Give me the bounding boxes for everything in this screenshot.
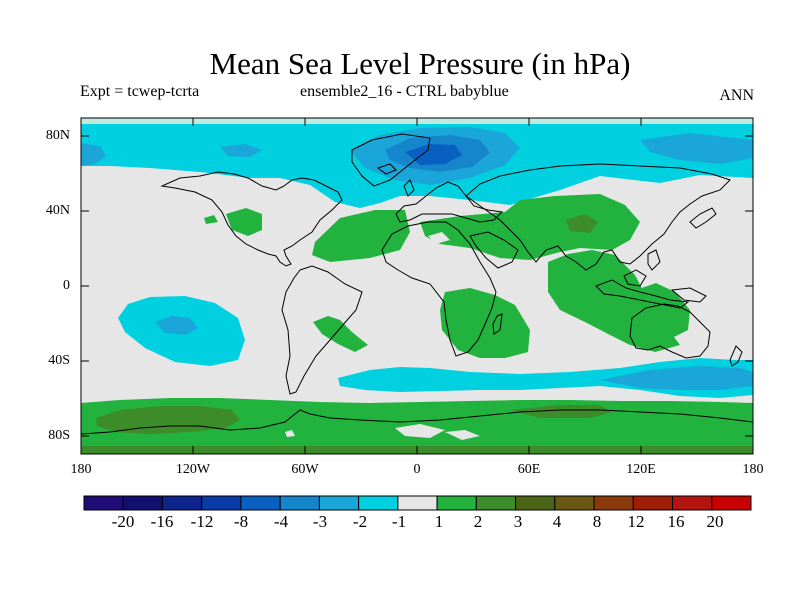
colorbar-label: 4 — [552, 512, 562, 531]
coast-new-zealand — [729, 345, 743, 367]
coast-uk — [403, 179, 415, 197]
mideast-gap — [428, 232, 450, 244]
dateline-low-minus2 — [81, 143, 106, 166]
colorbar-box — [122, 495, 163, 511]
colorbar-box — [593, 495, 634, 511]
coast-japan — [689, 207, 717, 229]
experiment-label: Expt = tcwep-tcrta — [80, 83, 200, 100]
colorbar-label: -12 — [190, 512, 214, 531]
coast-south-america — [281, 265, 363, 395]
colorbar — [83, 495, 752, 511]
colorbar-label: 12 — [627, 512, 645, 531]
colorbar-box — [279, 495, 320, 511]
antarctic-gap-1 — [395, 424, 445, 438]
coast-australia — [629, 303, 711, 359]
lon-label-120w: 120W — [175, 462, 211, 477]
atlantic-positive — [312, 210, 410, 262]
lat-label-40n: 40N — [45, 203, 70, 218]
asia-positive-3 — [566, 214, 598, 233]
ensemble-label: ensemble2_16 - CTRL babyblue — [300, 83, 509, 100]
coast-antarctica — [81, 409, 753, 435]
lon-label-180w: 180 — [70, 462, 92, 477]
colorbar-label: -8 — [233, 512, 249, 531]
coast-philippines — [647, 249, 661, 271]
lon-label-120e: 120E — [626, 462, 656, 477]
colorbar-box — [632, 495, 674, 511]
colorbar-label: -3 — [312, 512, 328, 531]
colorbar-box — [554, 495, 595, 511]
colorbar-box — [475, 495, 517, 511]
colorbar-label: -2 — [352, 512, 368, 531]
colorbar-box — [83, 495, 124, 511]
coast-madagascar — [492, 313, 503, 335]
south-america-positive — [313, 316, 368, 352]
coast-africa — [381, 221, 497, 357]
colorbar-box — [436, 495, 477, 511]
coast-greenland — [351, 133, 431, 187]
colorbar-box — [161, 495, 203, 511]
antarctic-gap-3 — [285, 430, 295, 437]
africa-positive — [440, 288, 530, 358]
colorbar-box — [240, 495, 281, 511]
coast-europe — [395, 181, 504, 223]
colorbar-label: 1 — [434, 512, 444, 531]
colorbar-label: -20 — [111, 512, 135, 531]
coast-iceland — [376, 163, 397, 175]
colorbar-box — [515, 495, 556, 511]
indian-ocean-positive — [548, 250, 680, 352]
coast-asia — [465, 163, 731, 271]
colorbar-box — [711, 495, 752, 511]
season-label: ANN — [719, 87, 754, 104]
antarctic-positive-3-east — [510, 405, 612, 418]
coast-new-guinea — [670, 287, 707, 303]
colorbar-box — [672, 495, 713, 511]
colorbar-box — [358, 495, 399, 511]
antarctic-gap-2 — [445, 430, 480, 440]
west-pacific-positive — [636, 283, 690, 338]
lat-label-80n: 80N — [45, 128, 70, 143]
southern-low-minus2 — [600, 366, 753, 390]
colorbar-box — [318, 495, 360, 511]
coast-arabia — [469, 231, 519, 269]
colorbar-box — [201, 495, 242, 511]
coast-indonesia — [595, 279, 690, 309]
colorbar-label: 8 — [592, 512, 602, 531]
canada-low-minus2 — [220, 144, 262, 157]
coast-borneo — [623, 269, 647, 287]
arctic-low-minus4 — [405, 144, 462, 165]
lon-label-60e: 60E — [517, 462, 541, 477]
colorbar-label: 16 — [667, 512, 685, 531]
colorbar-label: -4 — [273, 512, 289, 531]
colorbar-box — [397, 495, 438, 511]
lat-label-40s: 40S — [48, 353, 70, 368]
lon-label-180e: 180 — [742, 462, 764, 477]
coast-north-america — [160, 171, 343, 267]
lon-label-60w: 60W — [291, 462, 319, 477]
colorbar-label: 20 — [706, 512, 724, 531]
lat-label-80s: 80S — [48, 428, 70, 443]
lat-ticks — [81, 135, 753, 437]
siberia-low-minus2 — [640, 133, 753, 164]
contour-fields — [81, 118, 753, 454]
north-america-positive — [226, 208, 262, 236]
chart-title: Mean Sea Level Pressure (in hPa) — [209, 46, 631, 81]
colorbar-label: 2 — [473, 512, 483, 531]
lat-label-0: 0 — [63, 278, 70, 293]
coastlines — [81, 133, 753, 435]
lon-ticks — [192, 118, 642, 454]
pacific-positive-small — [204, 215, 218, 224]
colorbar-label: -1 — [391, 512, 407, 531]
lon-label-0: 0 — [413, 462, 421, 477]
colorbar-label: -16 — [150, 512, 174, 531]
south-pacific-low-minus2 — [155, 316, 198, 335]
colorbar-label: 3 — [513, 512, 523, 531]
